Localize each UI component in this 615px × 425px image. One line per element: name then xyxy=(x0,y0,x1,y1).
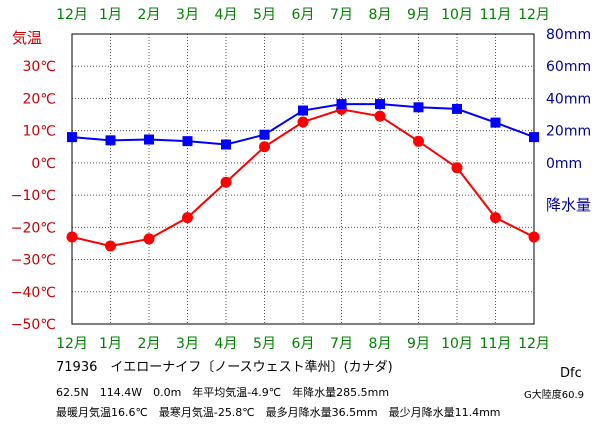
temperature-axis-ticks: 30℃ 20℃ 10℃ 0℃ −10℃ −20℃ −30℃ −40℃ −50℃ xyxy=(11,59,56,333)
temperature-point xyxy=(259,141,270,153)
temperature-tick-label: 0℃ xyxy=(31,156,56,172)
month-labels-bottom: 12月 1月 2月 3月 4月 5月 6月 7月 8月 9月 10月 11月 12月 xyxy=(56,336,550,352)
temperature-point xyxy=(143,233,155,245)
precipitation-tick-label: 0mm xyxy=(546,156,582,172)
temperature-point xyxy=(374,110,386,122)
precipitation-point xyxy=(221,139,231,150)
temperature-point xyxy=(451,162,463,174)
temperature-axis-label: 気温 xyxy=(12,29,42,47)
precipitation-point xyxy=(336,99,347,110)
temperature-point xyxy=(220,176,232,188)
month-label-top: 9月 xyxy=(407,7,430,23)
month-label-top: 4月 xyxy=(215,7,238,23)
chart-grid xyxy=(72,34,534,324)
station-extremes: 最暖月気温16.6℃ 最寒月気温-25.8℃ 最多月降水量36.5mm 最少月降… xyxy=(56,406,501,419)
precipitation-tick-label: 80mm xyxy=(546,27,591,43)
precipitation-point xyxy=(490,117,501,128)
temperature-point xyxy=(297,116,309,128)
precipitation-point xyxy=(259,129,270,140)
series-precipitation xyxy=(67,99,539,150)
temperature-tick-label: −50℃ xyxy=(11,317,56,333)
precipitation-point xyxy=(452,103,462,114)
series-temperature xyxy=(66,103,540,252)
month-label-top: 2月 xyxy=(138,7,161,23)
month-label-bottom: 12月 xyxy=(518,336,550,352)
temperature-tick-label: −20℃ xyxy=(11,220,56,236)
month-label-bottom: 7月 xyxy=(330,336,353,352)
precipitation-tick-label: 20mm xyxy=(546,124,591,140)
precipitation-point xyxy=(105,135,116,146)
month-labels-top: 12月 1月 2月 3月 4月 5月 6月 7月 8月 9月 10月 11月 12月 xyxy=(56,7,550,23)
station-coords: 62.5N 114.4W 0.0m 年平均気温-4.9℃ 年降水量285.5mm xyxy=(56,386,390,399)
temperature-tick-label: 20℃ xyxy=(22,91,56,107)
precipitation-tick-label: 60mm xyxy=(546,59,591,75)
temperature-point xyxy=(490,212,501,224)
month-label-bottom: 2月 xyxy=(138,336,161,352)
month-label-top: 12月 xyxy=(56,7,88,23)
temperature-point xyxy=(105,240,116,252)
precipitation-point xyxy=(144,134,154,145)
month-label-top: 3月 xyxy=(176,7,199,23)
month-label-bottom: 3月 xyxy=(176,336,199,352)
month-label-bottom: 4月 xyxy=(215,336,238,352)
month-label-bottom: 6月 xyxy=(292,336,315,352)
month-label-top: 12月 xyxy=(518,7,550,23)
month-label-bottom: 8月 xyxy=(369,336,392,352)
month-label-bottom: 11月 xyxy=(480,336,512,352)
month-label-top: 7月 xyxy=(330,7,353,23)
plot-frame xyxy=(71,33,535,325)
precipitation-point xyxy=(182,136,193,147)
precipitation-point xyxy=(67,132,77,143)
month-label-top: 10月 xyxy=(441,7,473,23)
temperature-point xyxy=(413,135,424,147)
temperature-point xyxy=(66,231,78,243)
series-line xyxy=(71,108,535,248)
month-label-top: 6月 xyxy=(292,7,315,23)
precipitation-point xyxy=(529,132,539,143)
precipitation-point xyxy=(298,105,308,116)
temperature-tick-label: 30℃ xyxy=(22,59,56,75)
temperature-tick-label: −10℃ xyxy=(11,188,56,204)
precipitation-point xyxy=(413,102,424,113)
month-label-bottom: 9月 xyxy=(407,336,430,352)
precipitation-axis-ticks: 80mm 60mm 40mm 20mm 0mm xyxy=(546,27,591,172)
continentality: G大陸度60.9 xyxy=(524,390,585,401)
koppen-class: Dfc xyxy=(560,366,582,381)
temperature-tick-label: 10℃ xyxy=(22,124,56,140)
month-label-bottom: 12月 xyxy=(56,336,88,352)
month-label-bottom: 1月 xyxy=(99,336,122,352)
month-label-top: 1月 xyxy=(99,7,122,23)
series-layer xyxy=(66,99,540,252)
precipitation-point xyxy=(375,99,385,110)
station-name: 71936 イエローナイフ〔ノースウェスト準州〕(カナダ) xyxy=(56,360,393,375)
temperature-tick-label: −40℃ xyxy=(11,285,56,301)
precipitation-tick-label: 40mm xyxy=(546,91,591,107)
temperature-point xyxy=(182,212,193,224)
month-label-top: 8月 xyxy=(369,7,392,23)
month-label-top: 11月 xyxy=(480,7,512,23)
temperature-tick-label: −30℃ xyxy=(11,253,56,269)
precipitation-axis-label: 降水量 xyxy=(546,196,591,214)
month-label-bottom: 5月 xyxy=(253,336,276,352)
month-label-top: 5月 xyxy=(253,7,276,23)
temperature-point xyxy=(528,231,540,243)
month-label-bottom: 10月 xyxy=(441,336,473,352)
